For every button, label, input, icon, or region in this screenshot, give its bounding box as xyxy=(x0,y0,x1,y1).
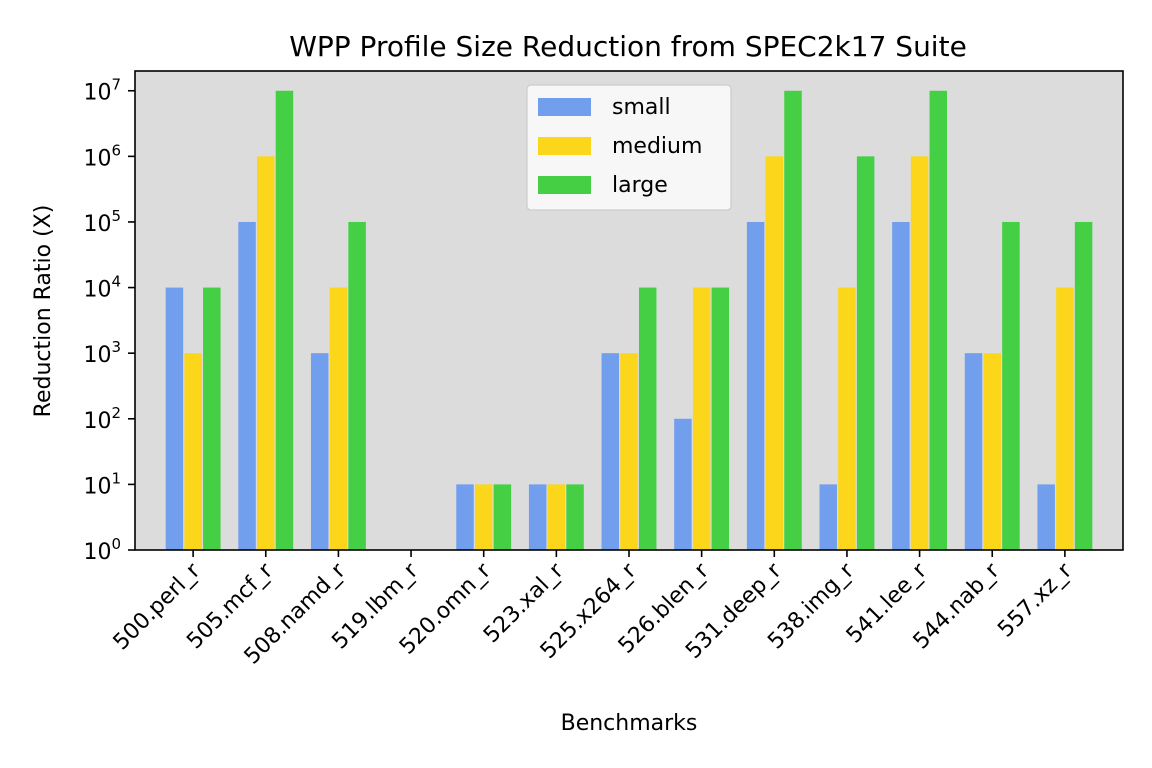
bar-large xyxy=(203,287,221,550)
legend: small medium large xyxy=(526,84,732,211)
y-tick-base: 10 xyxy=(83,212,111,237)
y-tick-exponent: 5 xyxy=(111,207,121,225)
bar-small xyxy=(165,287,184,550)
bar-medium xyxy=(474,484,493,550)
bar-small xyxy=(310,353,329,550)
bars-group xyxy=(165,90,1093,551)
bar-large xyxy=(348,221,366,550)
bar-small xyxy=(601,353,620,550)
y-tick-base: 10 xyxy=(83,81,111,106)
bar-medium xyxy=(547,484,566,550)
y-tick-exponent: 4 xyxy=(111,273,121,291)
y-tick-base: 10 xyxy=(83,474,111,499)
bar-small xyxy=(528,484,547,550)
bar-medium xyxy=(910,156,929,550)
bar-small xyxy=(964,353,983,550)
bar-medium xyxy=(620,353,638,550)
bar-small xyxy=(674,418,692,550)
x-tick-label: 557.xz_r xyxy=(993,558,1078,643)
y-tick-base: 10 xyxy=(83,278,111,303)
bar-medium xyxy=(765,156,784,550)
y-tick-base: 10 xyxy=(83,540,111,565)
x-axis-label: Benchmarks xyxy=(561,711,698,736)
y-tick-exponent: 1 xyxy=(111,469,121,487)
bar-large xyxy=(1002,221,1020,550)
y-tick-label: 104 xyxy=(83,273,121,303)
bar-large xyxy=(711,287,730,550)
y-tick-exponent: 3 xyxy=(111,338,121,356)
legend-label-medium: medium xyxy=(612,134,702,159)
chart-title: WPP Profile Size Reduction from SPEC2k17… xyxy=(289,30,967,63)
bar-large xyxy=(1074,221,1093,550)
bar-large xyxy=(566,484,584,550)
y-tick-label: 105 xyxy=(83,207,121,237)
bar-large xyxy=(929,90,948,551)
y-tick-exponent: 0 xyxy=(111,535,121,553)
bar-small xyxy=(892,221,910,550)
y-tick-label: 107 xyxy=(83,76,121,106)
bar-medium xyxy=(1056,287,1074,550)
y-tick-base: 10 xyxy=(83,409,111,434)
bar-medium xyxy=(838,287,856,550)
y-tick-label: 102 xyxy=(83,404,121,434)
bar-medium xyxy=(692,287,711,550)
y-tick-exponent: 2 xyxy=(111,404,121,422)
bar-small xyxy=(1037,484,1055,550)
y-tick-label: 100 xyxy=(83,535,121,565)
y-tick-exponent: 6 xyxy=(111,141,121,159)
y-tick-exponent: 7 xyxy=(111,76,121,94)
bar-small xyxy=(456,484,474,550)
bar-medium xyxy=(983,353,1001,550)
y-tick-base: 10 xyxy=(83,146,111,171)
bar-large xyxy=(784,90,802,551)
bar-large xyxy=(493,484,512,550)
bar-small xyxy=(238,221,256,550)
y-tick-label: 103 xyxy=(83,338,121,368)
bar-small xyxy=(746,221,765,550)
legend-swatch-medium xyxy=(538,137,591,155)
x-axis: 500.perl_r505.mcf_r508.namd_r519.lbm_r52… xyxy=(109,550,1078,669)
bar-medium xyxy=(184,353,202,550)
y-tick-base: 10 xyxy=(83,343,111,368)
legend-swatch-large xyxy=(538,176,591,194)
bar-medium xyxy=(329,287,348,550)
y-tick-label: 106 xyxy=(83,141,121,171)
legend-label-small: small xyxy=(612,95,671,120)
y-axis-label: Reduction Ratio (X) xyxy=(31,205,56,418)
legend-label-large: large xyxy=(612,173,668,198)
bar-large xyxy=(275,90,294,551)
bar-medium xyxy=(257,156,275,550)
y-tick-label: 101 xyxy=(83,469,121,499)
legend-swatch-small xyxy=(538,98,591,116)
bar-large xyxy=(638,287,657,550)
bar-large xyxy=(856,156,875,550)
bar-small xyxy=(819,484,837,550)
